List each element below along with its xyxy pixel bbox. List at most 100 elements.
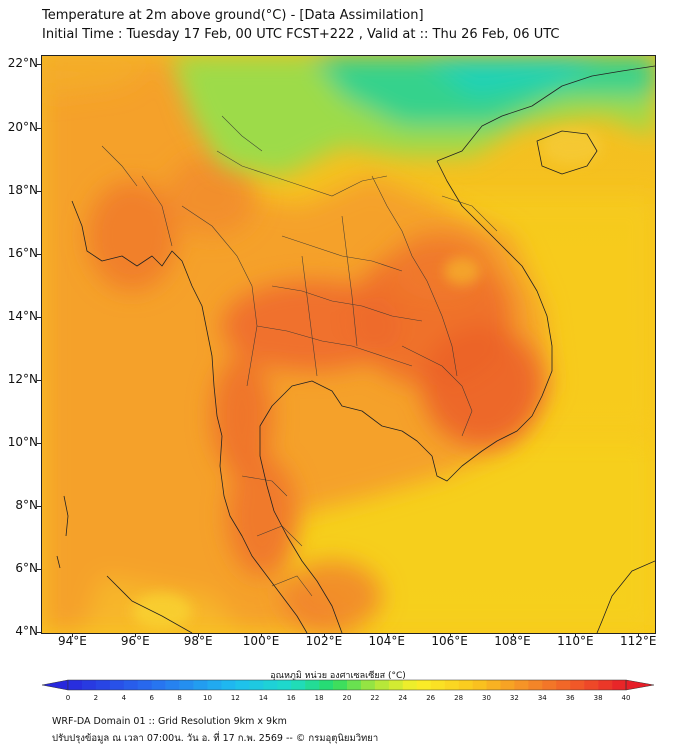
- lat-tick: [37, 568, 41, 570]
- coastline-myanmar: [71, 200, 223, 437]
- colorbar-tick-label: 30: [482, 694, 491, 702]
- temperature-map: [41, 55, 656, 634]
- colorbar-segment: [305, 680, 320, 690]
- colorbar-tick-label: 24: [398, 694, 408, 702]
- colorbar-tick-label: 10: [203, 694, 212, 702]
- coastline-borneo: [596, 560, 655, 633]
- hot-areas: [87, 156, 542, 631]
- lon-tick: [575, 633, 577, 637]
- colorbar-segment: [291, 680, 306, 690]
- lon-tick: [638, 633, 640, 637]
- lon-tick-label: 100°E: [242, 634, 280, 648]
- colorbar-tick-label: 28: [454, 694, 464, 702]
- lat-tick: [37, 127, 41, 129]
- colorbar-segment: [402, 680, 418, 690]
- coastline-sumatra: [106, 575, 193, 633]
- update-info: ปรับปรุงข้อมูล ณ เวลา 07:00น. วัน อ. ที่…: [52, 733, 379, 744]
- lat-tick: [37, 190, 41, 192]
- lat-tick-label: 4°N: [15, 624, 38, 638]
- lat-tick: [37, 64, 41, 66]
- lat-tick: [37, 379, 41, 381]
- lat-tick: [37, 253, 41, 255]
- lon-tick-label: 94°E: [57, 634, 87, 648]
- colorbar-tick-label: 0: [65, 694, 71, 702]
- coastline-vietnam: [431, 160, 553, 482]
- colorbar-segment: [528, 680, 543, 690]
- colorbar-segment: [179, 680, 194, 690]
- colorbar-segment: [388, 680, 404, 690]
- colorbar-tick-label: 26: [426, 694, 436, 702]
- lon-tick: [386, 633, 388, 637]
- lon-tick: [72, 633, 74, 637]
- lon-tick-label: 104°E: [368, 634, 406, 648]
- lat-tick-label: 8°N: [15, 497, 38, 512]
- admin-boundaries: [101, 115, 498, 597]
- colorbar-tick-label: 38: [593, 694, 603, 702]
- lon-tick: [135, 633, 137, 637]
- colorbar-segment: [95, 680, 111, 690]
- andaman-islands: [63, 495, 69, 537]
- lon-tick-label: 102°E: [305, 634, 343, 648]
- colorbar-tick-label: 34: [537, 694, 547, 702]
- colorbar-segment: [221, 680, 236, 690]
- colorbar-segment: [584, 680, 599, 690]
- country-borders: [56, 65, 655, 633]
- lat-tick: [37, 316, 41, 318]
- colorbar-outline: [67, 679, 627, 691]
- colorbar-segment: [235, 680, 250, 690]
- colorbar-segment: [444, 680, 459, 690]
- colorbar-segment: [416, 680, 431, 690]
- hainan-island: [536, 130, 598, 175]
- lat-tick-label: 12°N: [7, 371, 38, 386]
- colorbar-segment: [319, 680, 334, 690]
- colorbar-segment: [81, 680, 97, 690]
- colorbar-segment: [333, 680, 348, 690]
- lon-tick-label: 110°E: [557, 634, 594, 648]
- lon-tick: [323, 633, 325, 637]
- colorbar-segment: [263, 680, 278, 690]
- lon-tick: [261, 633, 263, 637]
- colorbar-min-extend: [41, 679, 69, 691]
- colorbar-tick-label: 4: [121, 694, 127, 702]
- map-subtitle: Initial Time : Tuesday 17 Feb, 00 UTC FC…: [42, 27, 560, 42]
- colorbar-segment: [542, 680, 557, 690]
- lon-tick-label: 106°E: [431, 634, 468, 648]
- lon-tick-label: 108°E: [494, 634, 531, 648]
- colorbar-segment: [249, 680, 264, 690]
- colorbar-segment: [374, 680, 390, 690]
- colorbar-segment: [68, 680, 83, 690]
- lon-tick-label: 96°E: [120, 634, 150, 648]
- colorbar-max-extend: [625, 679, 655, 691]
- colorbar-segment: [598, 680, 613, 690]
- colorbar-segment: [277, 680, 292, 690]
- colorbar-segment: [556, 680, 571, 690]
- coastline-south-china: [436, 65, 655, 162]
- lon-tick-label: 98°E: [183, 634, 213, 648]
- colorbar-segment: [458, 680, 473, 690]
- map-canvas: [42, 56, 655, 633]
- colorbar-segment: [612, 680, 627, 690]
- colorbar-segment: [430, 680, 445, 690]
- colorbar-segment: [486, 680, 501, 690]
- mild-patches: [132, 128, 602, 629]
- lat-tick-label: 14°N: [7, 308, 38, 323]
- map-title: Temperature at 2m above ground(°C) - [Da…: [42, 8, 424, 23]
- nicobar-islands: [56, 555, 61, 569]
- lat-tick: [37, 632, 41, 633]
- colorbar-segment: [360, 680, 376, 690]
- colorbar-segment: [151, 680, 166, 690]
- colorbar-segment: [472, 680, 487, 690]
- lat-tick-label: 6°N: [15, 560, 38, 575]
- colorbar-tick-label: 18: [314, 694, 324, 702]
- coastline-peninsula-west: [219, 435, 308, 633]
- colorbar-tick-label: 8: [177, 694, 182, 702]
- colorbar-segment: [207, 680, 222, 690]
- colorbar-tick-label: 22: [370, 694, 380, 702]
- colorbar-tick-label: 32: [509, 694, 519, 702]
- colorbar-tick-label: 14: [258, 694, 268, 702]
- colorbar-tick-label: 2: [93, 694, 99, 702]
- cool-north-field: [42, 56, 655, 176]
- lat-tick: [37, 442, 41, 444]
- model-info: WRF-DA Domain 01 :: Grid Resolution 9km …: [52, 716, 287, 727]
- colorbar-segment: [500, 680, 515, 690]
